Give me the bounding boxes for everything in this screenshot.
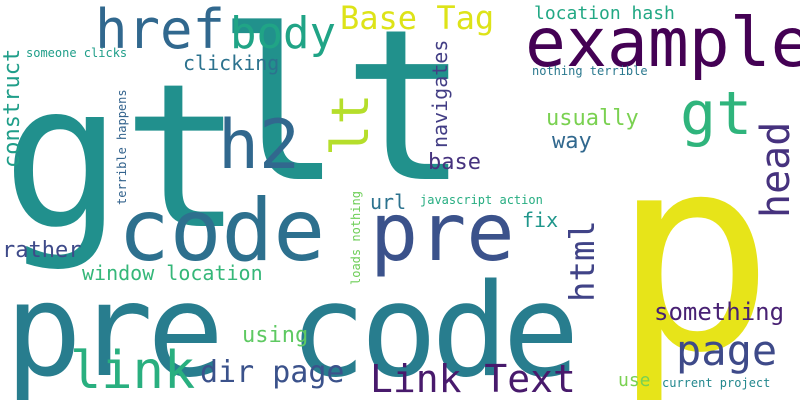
word-lt-vertical: lt bbox=[321, 93, 381, 156]
word-clicking: clicking bbox=[183, 51, 280, 75]
word-fix: fix bbox=[522, 208, 559, 232]
word-code: code bbox=[118, 181, 326, 281]
word-navigates-vertical: navigates bbox=[428, 39, 452, 148]
word-head-vertical: head bbox=[753, 121, 799, 218]
word-link-text: Link Text bbox=[370, 357, 576, 400]
word-html-vertical: html bbox=[563, 220, 603, 302]
word-gt-small: gt bbox=[680, 79, 753, 149]
word-gt-large: gt bbox=[2, 41, 243, 274]
word-usually: usually bbox=[546, 106, 639, 131]
word-h2: h2 bbox=[218, 106, 300, 185]
word-base-tag: Base Tag bbox=[340, 0, 495, 37]
word-dir-page: dir page bbox=[200, 355, 345, 390]
word-loads-nothing-vertical: loads nothing bbox=[349, 191, 363, 285]
word-location-hash: location hash bbox=[534, 3, 675, 24]
word-page: page bbox=[676, 326, 778, 375]
word-current-project: current project bbox=[662, 376, 771, 390]
word-pre-code: pre code bbox=[5, 257, 579, 400]
word-using: using bbox=[242, 323, 309, 348]
word-url: url bbox=[370, 190, 407, 214]
word-p: p bbox=[612, 97, 775, 400]
word-lt-large: lt bbox=[216, 0, 469, 229]
word-javascript-action: javascript action bbox=[420, 193, 543, 207]
word-rather: rather bbox=[2, 238, 82, 263]
word-use: use bbox=[618, 370, 651, 391]
word-example: example bbox=[525, 4, 800, 83]
word-pre: pre bbox=[370, 186, 515, 279]
word-something: something bbox=[654, 298, 785, 326]
word-href: href bbox=[95, 0, 226, 61]
word-window-location: window location bbox=[82, 261, 263, 285]
word-nothing-terrible: nothing terrible bbox=[532, 64, 648, 78]
word-terrible-happens-vertical: terrible happens bbox=[115, 89, 129, 205]
word-body: body bbox=[230, 8, 336, 59]
word-base: base bbox=[428, 150, 481, 175]
word-link: link bbox=[70, 341, 196, 400]
word-way: way bbox=[552, 129, 592, 154]
word-construct-vertical: construct bbox=[0, 48, 25, 168]
word-someone-clicks: someone clicks bbox=[26, 46, 128, 60]
